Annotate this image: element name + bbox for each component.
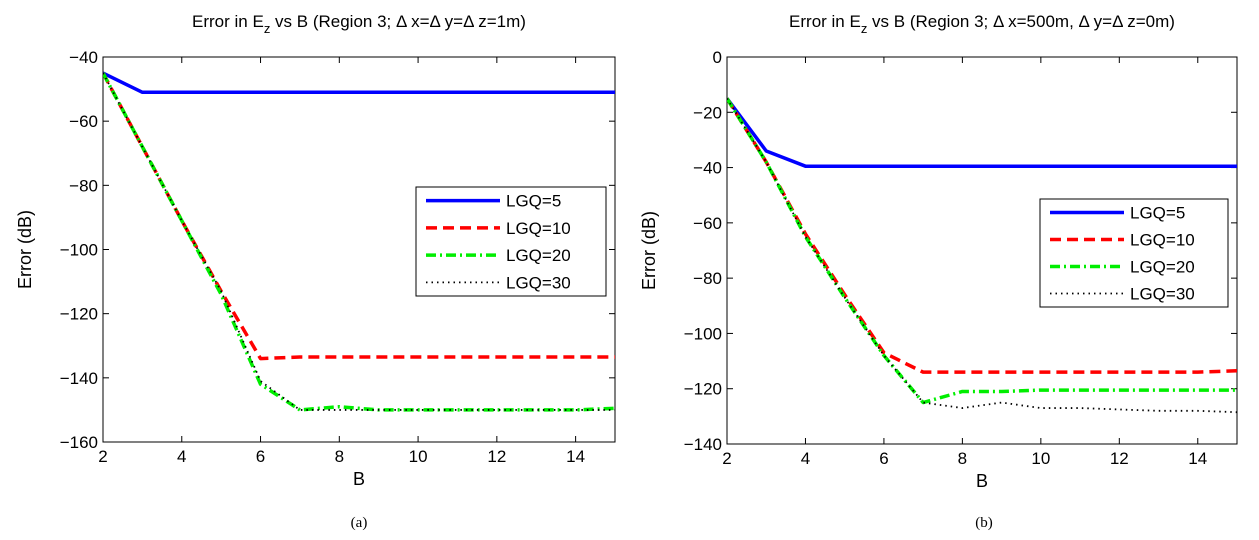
series-line-lgq-20 [727,97,1237,405]
panel-caption: (a) [351,515,368,531]
chart-title: Error in Ez vs B (Region 3; Δ x=500m, Δ … [789,12,1175,36]
legend-label: LGQ=10 [1130,231,1195,250]
legend-label: LGQ=5 [1130,204,1185,223]
x-axis-label: B [353,469,365,489]
y-tick-label: −100 [684,324,722,343]
y-tick-label: −20 [693,103,722,122]
x-tick-label: 6 [879,449,888,468]
legend: LGQ=5 LGQ=10 LGQ=20 LGQ=30 [1039,198,1229,308]
x-tick-label: 8 [335,447,344,466]
series-line-lgq-30 [727,97,1237,414]
legend: LGQ=5 LGQ=10 LGQ=20 LGQ=30 [415,186,607,297]
chart-panel-2: Error in Ez vs B (Region 3; Δ x=500m, Δ … [639,12,1238,531]
series-line-lgq-10 [727,97,1237,374]
y-tick-label: −160 [60,433,98,452]
x-tick-label: 14 [566,447,585,466]
x-tick-label: 14 [1188,449,1207,468]
x-axis-label: B [976,471,988,491]
y-tick-label: −60 [69,112,98,131]
y-tick-label: 0 [713,48,722,67]
y-tick-label: −120 [684,380,722,399]
y-tick-label: −100 [60,241,98,260]
y-tick-label: −140 [684,435,722,454]
chart-title: Error in Ez vs B (Region 3; Δ x=Δ y=Δ z=… [192,12,526,36]
x-tick-label: 8 [958,449,967,468]
x-tick-label: 2 [98,447,107,466]
legend-label: LGQ=20 [1130,258,1195,277]
x-tick-label: 10 [1031,449,1050,468]
legend-label: LGQ=20 [506,246,571,265]
y-axis-label: Error (dB) [639,211,659,290]
y-tick-label: −40 [693,159,722,178]
x-tick-label: 6 [256,447,265,466]
y-tick-label: −40 [69,48,98,67]
legend-label: LGQ=30 [1130,285,1195,304]
x-tick-label: 12 [1110,449,1129,468]
y-tick-label: −140 [60,369,98,388]
x-tick-label: 4 [177,447,186,466]
legend-box [1039,198,1229,308]
legend-label: LGQ=30 [506,273,571,292]
x-tick-label: 10 [409,447,428,466]
y-tick-label: −120 [60,305,98,324]
x-tick-label: 4 [801,449,810,468]
y-tick-label: −80 [69,176,98,195]
chart-panel-1: Error in Ez vs B (Region 3; Δ x=Δ y=Δ z=… [15,12,616,531]
y-tick-label: −60 [693,214,722,233]
series-line-lgq-5 [103,71,615,95]
panel-caption: (b) [975,515,993,531]
y-axis-label: Error (dB) [15,210,35,289]
legend-label: LGQ=10 [506,219,571,238]
legend-box [415,186,607,297]
legend-label: LGQ=5 [506,192,561,211]
x-tick-label: 2 [722,449,731,468]
series-line-lgq-5 [727,97,1237,168]
y-tick-label: −80 [693,269,722,288]
x-tick-label: 12 [487,447,506,466]
series-line-lgq-20 [103,72,615,412]
